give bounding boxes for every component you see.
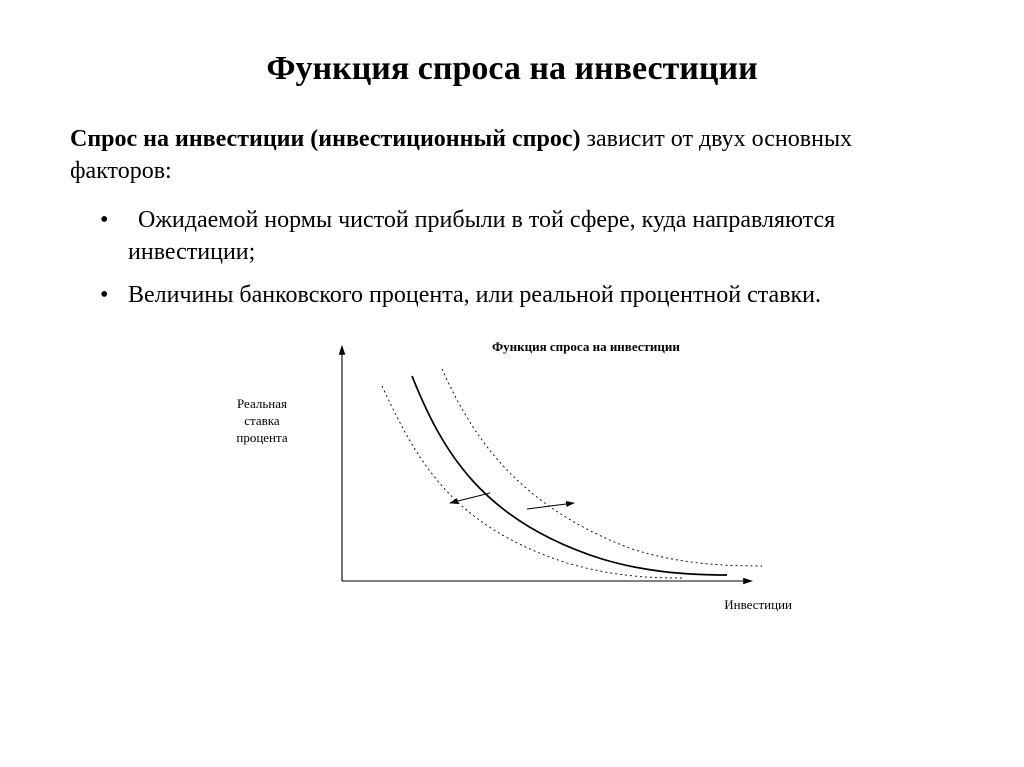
chart-svg	[322, 331, 782, 611]
intro-paragraph: Спрос на инвестиции (инвестиционный спро…	[70, 123, 954, 188]
bullet-item: Ожидаемой нормы чистой прибыли в той сфе…	[100, 204, 954, 269]
main-curve	[412, 376, 727, 575]
y-axis-label: Реальная ставка процента	[212, 396, 312, 447]
bullet-text: Ожидаемой нормы чистой прибыли в той сфе…	[128, 207, 835, 265]
bullet-item: Величины банковского процента, или реаль…	[100, 279, 954, 311]
outer-curve-right	[442, 369, 762, 566]
y-axis-label-line: ставка	[212, 413, 312, 430]
page-title: Функция спроса на инвестиции	[70, 50, 954, 88]
bullet-text: Величины банковского процента, или реаль…	[128, 282, 821, 308]
shift-arrow-right	[527, 503, 574, 509]
outer-curve-left	[382, 386, 682, 578]
bullet-list: Ожидаемой нормы чистой прибыли в той сфе…	[70, 204, 954, 311]
y-axis-label-line: процента	[212, 430, 312, 447]
demand-chart: Функция спроса на инвестиции Реальная ст…	[212, 331, 812, 631]
intro-bold: Спрос на инвестиции (инвестиционный спро…	[70, 126, 586, 152]
y-axis-label-line: Реальная	[212, 396, 312, 413]
shift-arrow-left	[450, 493, 490, 503]
